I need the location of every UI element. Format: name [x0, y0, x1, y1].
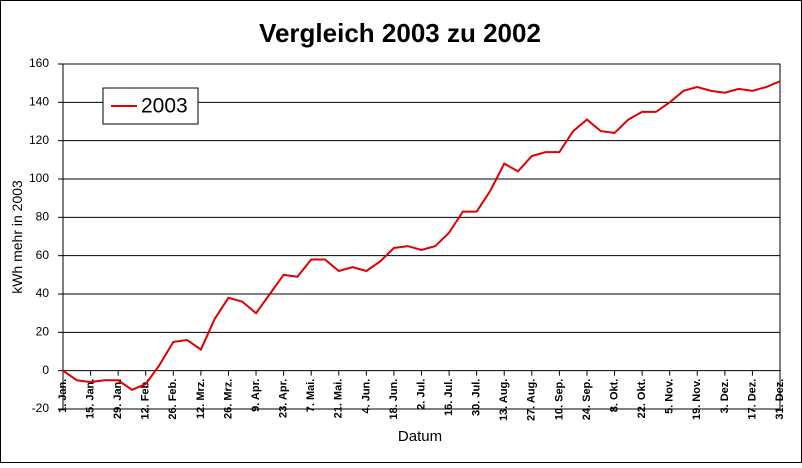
x-tick-label: 16. Jul. — [443, 379, 455, 416]
x-tick-label: 21. Mai. — [333, 379, 345, 419]
x-axis-label: Datum — [398, 428, 442, 445]
x-tick-label: 10. Sep. — [553, 379, 565, 421]
x-tick-label: 30. Jul. — [471, 379, 483, 416]
x-tick-label: 26. Feb. — [167, 379, 179, 420]
y-tick-label: 80 — [36, 210, 50, 224]
y-tick-label: 120 — [29, 133, 49, 147]
x-tick-label: 15. Jan. — [84, 379, 96, 419]
x-tick-label: 27. Aug. — [526, 379, 538, 421]
x-tick-label: 5. Nov. — [664, 379, 676, 414]
y-tick-label: 140 — [29, 95, 49, 109]
y-tick-label: 40 — [36, 286, 50, 300]
x-tick-label: 9. Apr. — [250, 379, 262, 412]
chart-title: Vergleich 2003 zu 2002 — [259, 18, 541, 48]
legend-label: 2003 — [141, 95, 188, 118]
x-tick-label: 31. Dez. — [774, 379, 786, 420]
y-tick-label: 60 — [36, 248, 50, 262]
y-tick-label: 160 — [29, 56, 49, 70]
y-tick-label: -20 — [32, 401, 50, 415]
x-tick-label: 23. Apr. — [278, 379, 290, 418]
x-tick-label: 22. Okt. — [636, 379, 648, 419]
x-tick-label: 19. Nov. — [691, 379, 703, 420]
x-tick-label: 2. Jul. — [415, 379, 427, 410]
x-tick-label: 3. Dez. — [719, 379, 731, 414]
y-axis-label: kWh mehr in 2003 — [9, 180, 25, 294]
x-tick-label: 7. Mai. — [305, 379, 317, 413]
x-tick-label: 24. Sep. — [581, 379, 593, 421]
series-line — [62, 80, 781, 391]
x-tick-label: 1. Jan. — [57, 379, 69, 413]
x-tick-label: 18. Jun. — [388, 379, 400, 420]
y-tick-label: 100 — [29, 171, 49, 185]
x-tick-label: 12. Feb. — [140, 379, 152, 420]
x-tick-label: 8. Okt. — [608, 379, 620, 413]
x-tick-label: 17. Dez. — [746, 379, 758, 420]
x-tick-label: 29. Jan. — [112, 379, 124, 419]
x-tick-label: 26. Mrz. — [222, 379, 234, 419]
y-tick-label: 0 — [42, 363, 49, 377]
x-tick-label: 12. Mrz. — [195, 379, 207, 419]
x-tick-label: 4. Jun. — [360, 379, 372, 414]
y-tick-label: 20 — [36, 325, 50, 339]
x-tick-label: 13. Aug. — [498, 379, 510, 421]
